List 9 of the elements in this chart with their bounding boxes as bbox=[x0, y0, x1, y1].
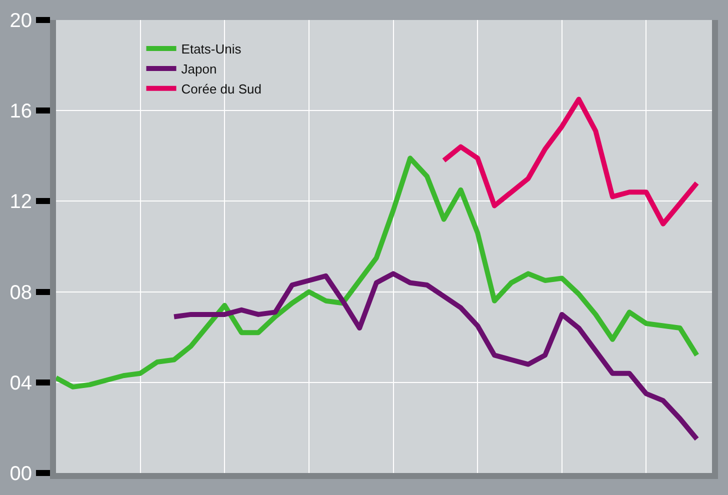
legend-label: Japon bbox=[181, 62, 217, 77]
legend-label: Corée du Sud bbox=[181, 81, 262, 96]
legend-label: Etats-Unis bbox=[181, 42, 242, 57]
y-tick-label: 00 bbox=[10, 463, 32, 485]
y-tick-label: 08 bbox=[10, 282, 32, 304]
y-tick-label: 04 bbox=[10, 372, 32, 394]
y-tick-label: 16 bbox=[10, 100, 32, 123]
y-tick-label: 20 bbox=[10, 10, 32, 32]
y-tick-label: 12 bbox=[10, 191, 32, 214]
